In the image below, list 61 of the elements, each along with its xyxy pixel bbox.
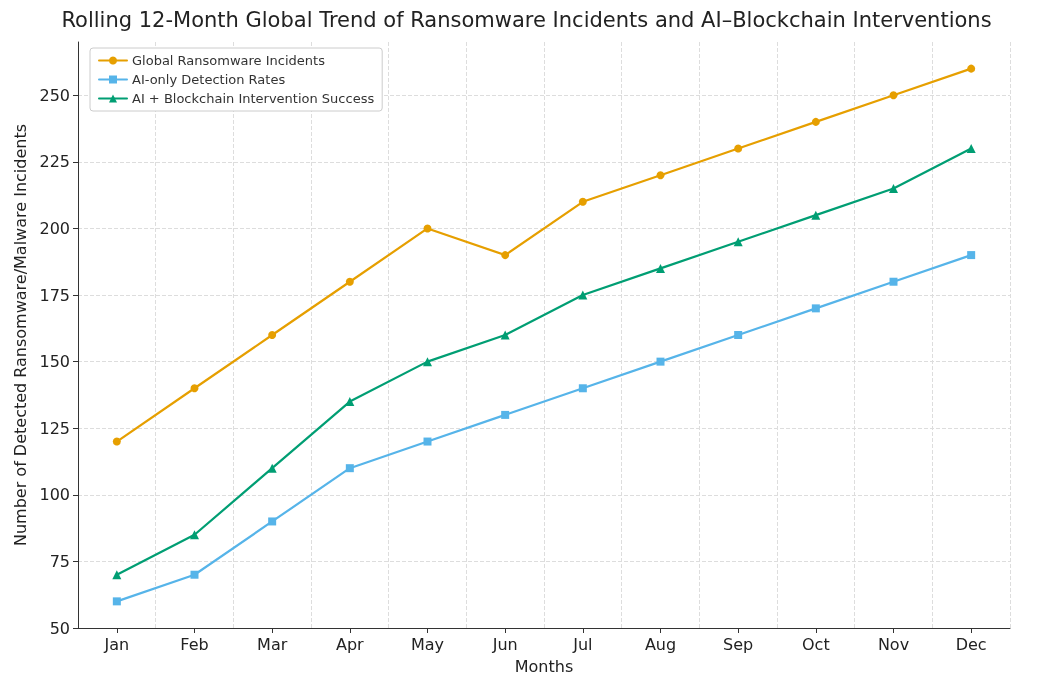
x-tick-label: Dec — [955, 634, 987, 654]
point — [889, 91, 898, 100]
x-tick-label: Apr — [335, 634, 365, 654]
point — [501, 251, 510, 260]
point — [811, 117, 820, 126]
point — [811, 304, 820, 313]
point — [423, 224, 432, 233]
y-tick-label: 250 — [39, 85, 70, 105]
x-tick-label: Sep — [723, 634, 754, 654]
point — [190, 570, 199, 579]
y-tick-label: 200 — [39, 218, 70, 238]
point — [734, 144, 743, 153]
x-axis-title: Months — [514, 656, 574, 676]
legend-label: AI-only Detection Rates — [132, 72, 286, 87]
point — [190, 530, 199, 540]
y-tick-label: 75 — [49, 551, 70, 571]
point — [656, 171, 665, 180]
point — [268, 331, 277, 339]
x-tick-label: Nov — [877, 634, 910, 654]
point — [966, 144, 976, 154]
point — [267, 463, 277, 473]
x-tick-label: May — [410, 634, 445, 654]
x-tick-label: Jan — [103, 634, 130, 654]
point — [889, 277, 898, 286]
point — [112, 597, 121, 606]
y-tick-label: 50 — [49, 618, 70, 638]
point — [811, 210, 821, 220]
point — [656, 263, 665, 273]
x-tick-label: Jul — [572, 634, 593, 654]
y-tick-label: 150 — [39, 352, 70, 372]
point — [578, 290, 588, 300]
point — [268, 517, 277, 526]
y-tick-label: 175 — [39, 285, 70, 305]
point — [734, 331, 743, 339]
point — [345, 464, 354, 473]
point — [112, 437, 121, 446]
point — [423, 357, 432, 367]
point — [190, 384, 199, 393]
point — [967, 64, 976, 73]
x-tick-label: Aug — [644, 634, 677, 654]
y-tick-label: 225 — [39, 152, 70, 172]
legend-label: AI + Blockchain Intervention Success — [132, 91, 375, 106]
point — [578, 384, 587, 393]
y-tick-label: 125 — [39, 418, 70, 438]
point — [500, 330, 510, 340]
point — [345, 277, 354, 286]
point — [967, 251, 976, 260]
chart-title: Rolling 12-Month Global Trend of Ransomware Incidents and AI–Blockchain Interventions — [61, 7, 992, 32]
y-axis-title: Number of Detected Ransomware/Malware Incidents — [10, 123, 30, 547]
point — [423, 437, 432, 446]
y-tick-label: 100 — [39, 485, 70, 505]
x-tick-label: Feb — [180, 634, 209, 654]
x-tick-label: Mar — [257, 634, 288, 654]
point — [345, 397, 355, 407]
point — [578, 197, 587, 206]
point — [501, 410, 510, 419]
point — [656, 357, 665, 366]
x-tick-label: Jun — [491, 634, 518, 654]
legend-label: Global Ransomware Incidents — [132, 53, 326, 68]
point — [889, 184, 898, 193]
x-tick-label: Oct — [802, 634, 830, 654]
